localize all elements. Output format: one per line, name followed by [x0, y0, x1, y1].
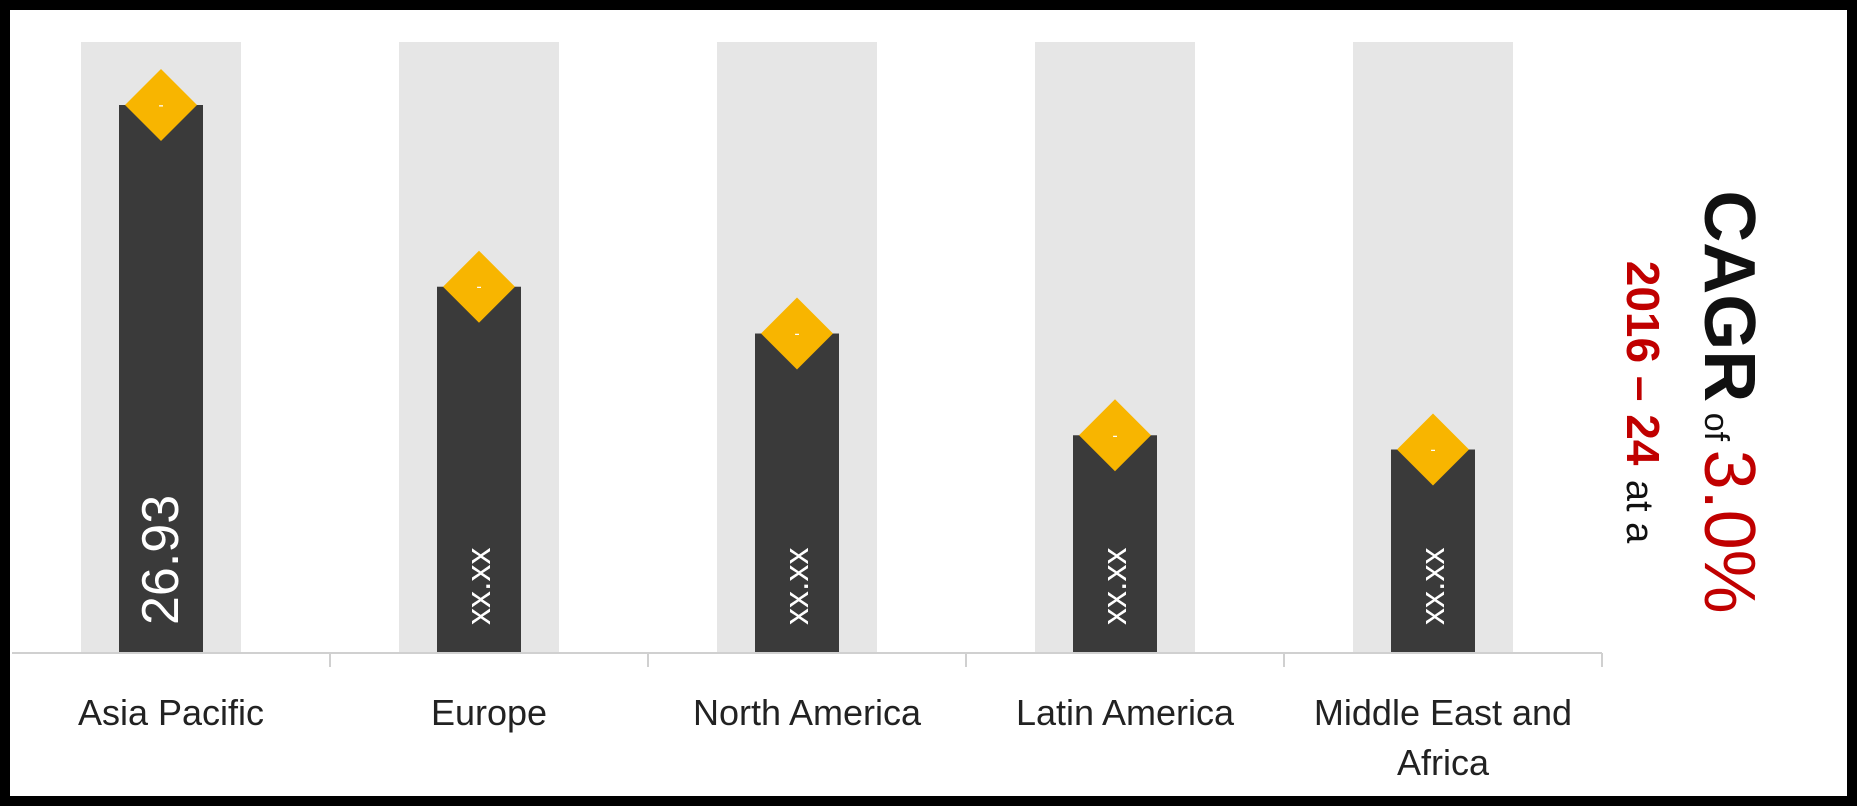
cagr-rate: 3.0% — [1689, 450, 1769, 614]
svg-text:CAGR of 3.0%: CAGR of 3.0% — [1689, 190, 1769, 613]
value-label: xx.xx — [1414, 548, 1452, 625]
marker-label: - — [1112, 427, 1117, 444]
bar-europe — [437, 286, 521, 653]
marker-diamond — [1079, 399, 1151, 472]
value-label: 26.93 — [132, 495, 190, 625]
category-label: North America — [693, 692, 922, 733]
marker-label: - — [1430, 442, 1435, 459]
value-label: xx.xx — [460, 548, 498, 625]
value-label: xx.xx — [778, 548, 816, 625]
bars — [119, 105, 1475, 653]
marker-diamond — [443, 250, 515, 323]
cagr-at-a: at a — [1618, 480, 1660, 544]
marker-diamonds: - - - - - — [125, 69, 1469, 486]
bar-asia-pacific — [119, 105, 203, 653]
bar-north-america — [755, 333, 839, 653]
cagr-word: CAGR — [1689, 190, 1769, 402]
marker-diamond — [125, 69, 197, 141]
category-label: Latin America — [1016, 692, 1235, 733]
category-label: Asia Pacific — [78, 692, 264, 733]
marker-label: - — [794, 326, 799, 343]
value-label: xx.xx — [1096, 548, 1134, 625]
bar-chart: 26.93 xx.xx xx.xx xx.xx xx.xx - - - - - Asia Pac… — [12, 42, 1769, 783]
x-axis — [12, 652, 1603, 667]
cagr-annotation: CAGR of 3.0% 2016 – 24 at a — [1617, 190, 1769, 613]
category-label: Europe — [431, 692, 547, 733]
category-labels: Asia Pacific Europe North America Latin Ame… — [78, 692, 1572, 783]
marker-diamond — [761, 297, 833, 370]
marker-label: - — [158, 97, 163, 114]
cagr-of: of — [1697, 413, 1735, 442]
cagr-period: 2016 – 24 — [1617, 261, 1669, 466]
marker-diamond — [1397, 413, 1469, 486]
value-labels: 26.93 xx.xx xx.xx xx.xx xx.xx — [132, 495, 1452, 625]
svg-text:2016 – 24 at a: 2016 – 24 at a — [1617, 261, 1669, 544]
bar-latin-america — [1073, 435, 1157, 653]
category-label: Middle East and — [1314, 692, 1572, 733]
category-label: Africa — [1397, 742, 1490, 783]
marker-label: - — [476, 279, 481, 296]
